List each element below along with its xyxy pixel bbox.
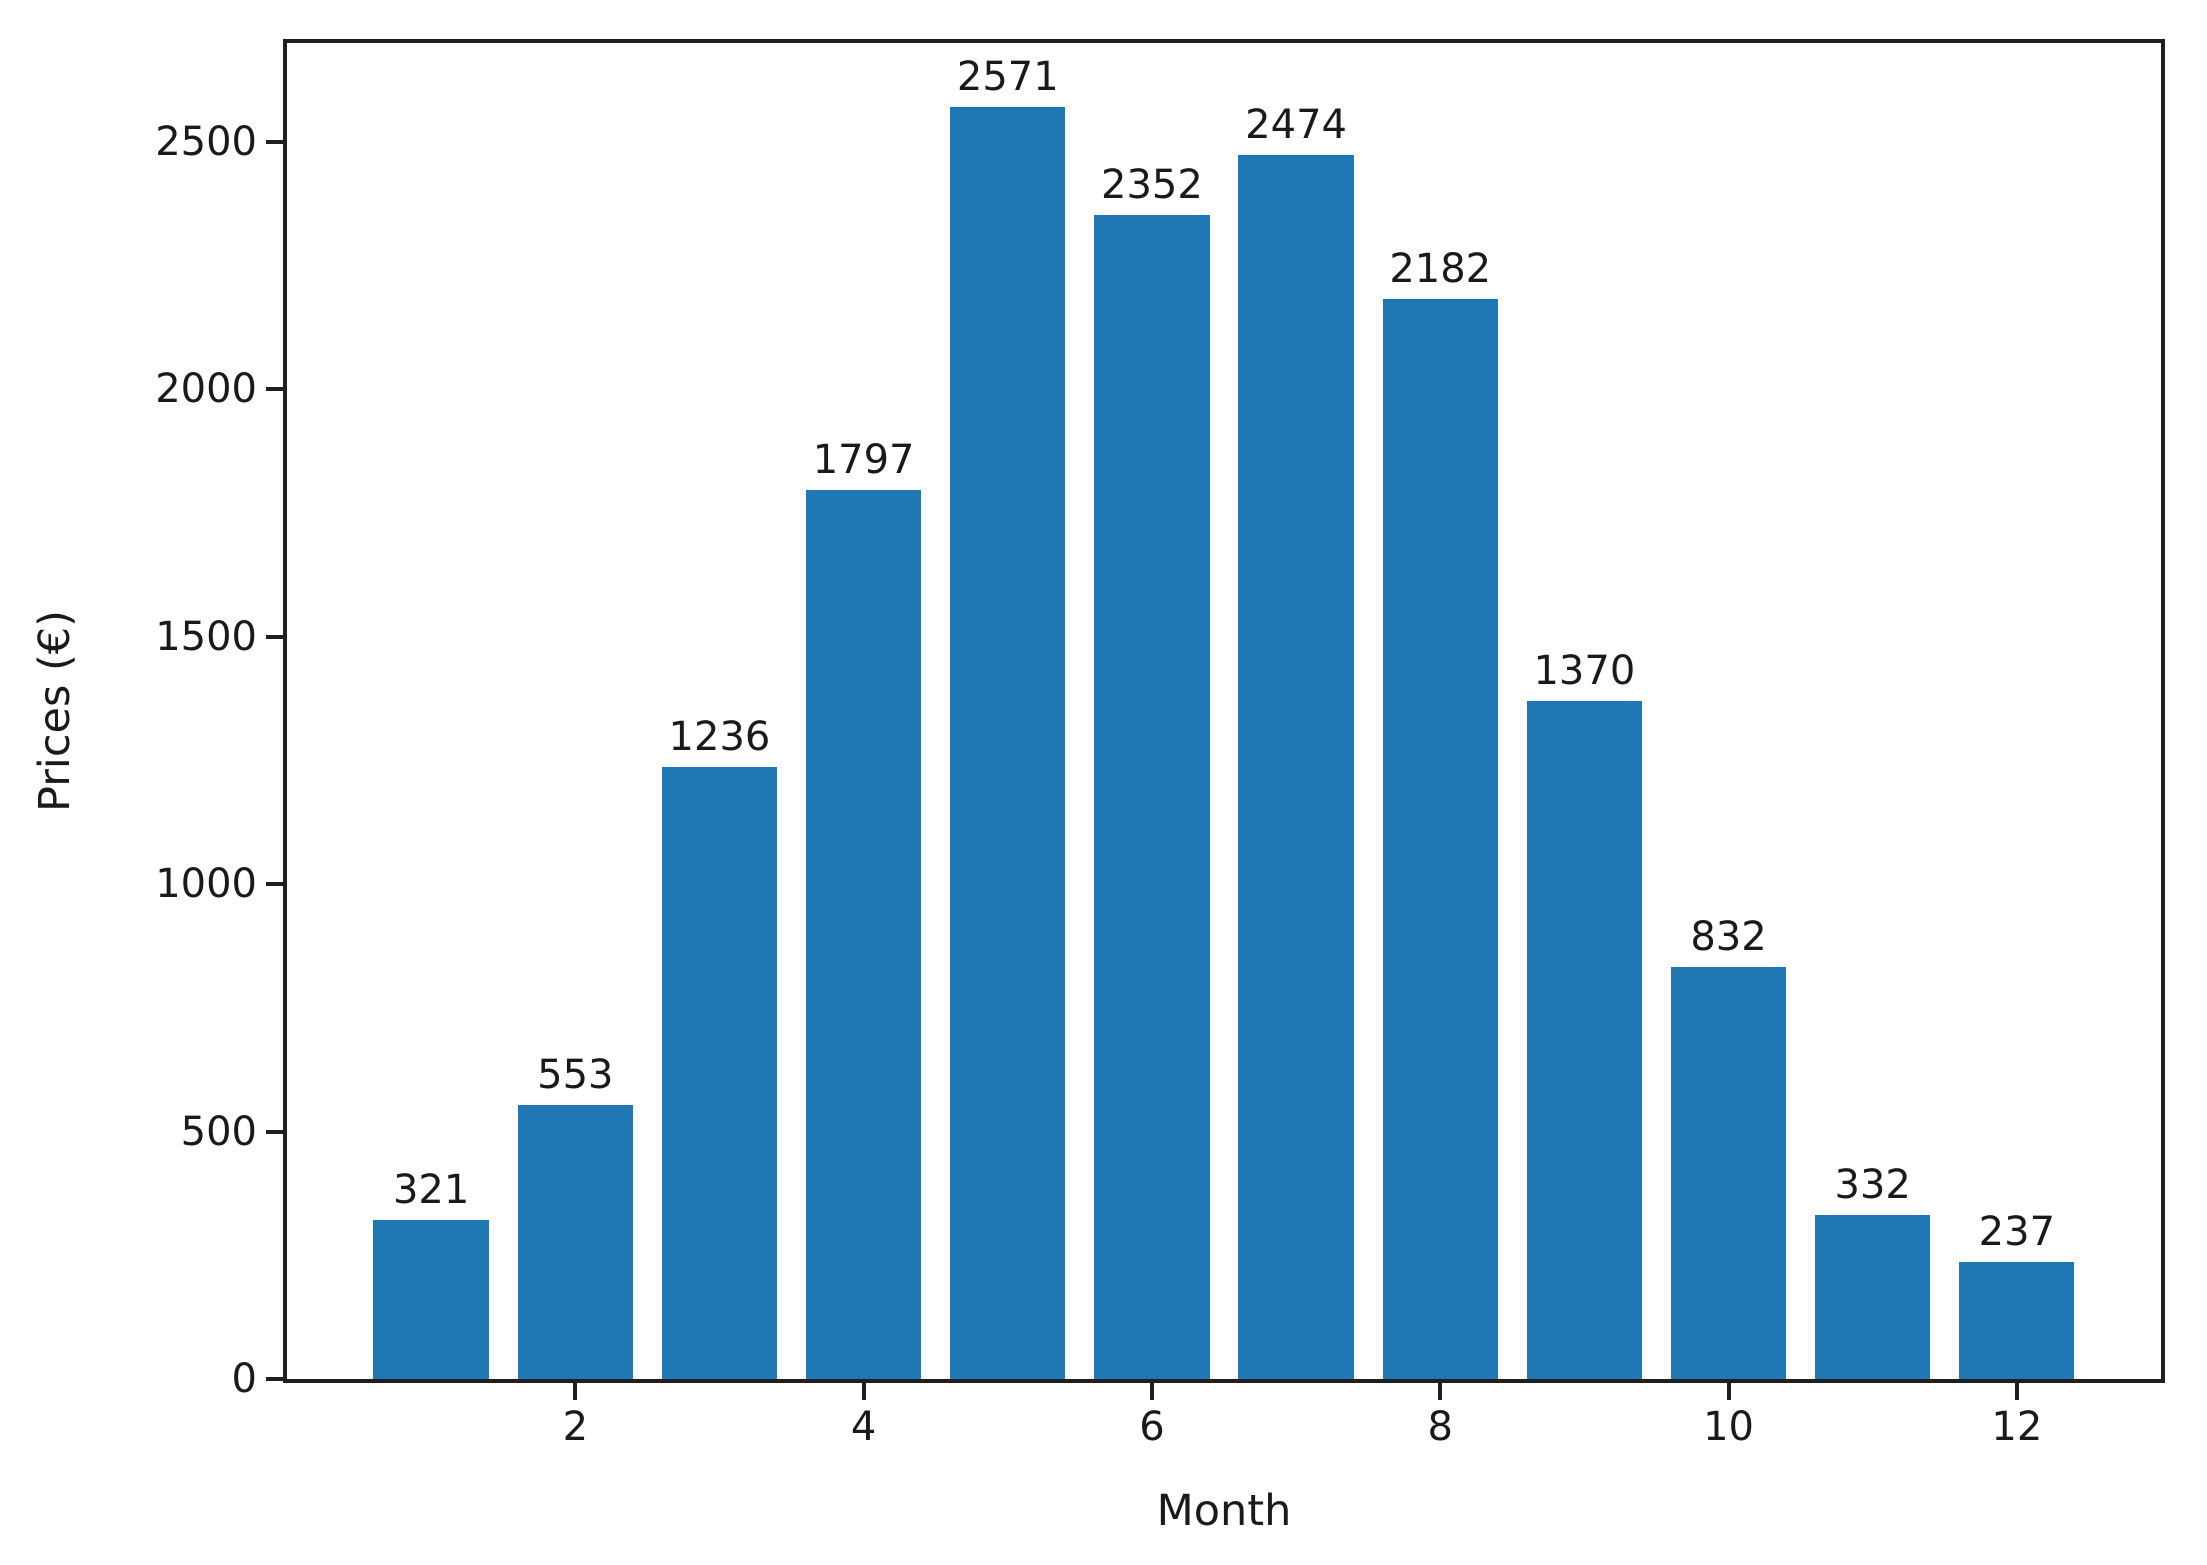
plot-area: 321 553 1236 1797 2571 2352 2474 2182 1370 832 332… [155, 39, 2165, 1447]
bar-month-8 [1382, 299, 1498, 1379]
bar-value-label: 2182 [1389, 246, 1492, 293]
bar-value-label: 2474 [1245, 101, 1347, 148]
bar-value-label: 1370 [1533, 648, 1636, 695]
y-tick-mark [266, 1129, 283, 1134]
bar-value-label: 1797 [812, 436, 915, 483]
y-tick-label: 2000 [155, 366, 257, 413]
y-tick-label: 0 [231, 1356, 257, 1402]
y-tick-label: 500 [180, 1108, 257, 1155]
bar-month-3 [661, 767, 778, 1379]
bar-value-label: 2571 [956, 53, 1059, 100]
bar-value-label: 237 [1978, 1208, 2056, 1255]
bar-month-11 [1815, 1214, 1931, 1379]
y-tick-mark [266, 139, 283, 144]
y-tick-mark [266, 387, 283, 392]
x-tick-label: 4 [850, 1404, 877, 1450]
bar-value-label: 2352 [1101, 162, 1203, 209]
y-tick-mark [266, 634, 283, 639]
x-tick-mark [1726, 1383, 1731, 1400]
y-tick-label: 2500 [155, 118, 257, 165]
y-tick-label: 1000 [155, 861, 257, 908]
bar-value-label: 1236 [668, 714, 771, 761]
x-tick-mark [1438, 1383, 1443, 1400]
bar-value-label: 553 [537, 1052, 614, 1099]
bar-month-5 [950, 106, 1066, 1379]
x-tick-label: 6 [1139, 1404, 1165, 1450]
x-tick-label: 10 [1703, 1404, 1754, 1450]
bar-month-1 [373, 1220, 489, 1379]
y-axis-label: Prices (€) [30, 610, 80, 812]
bar-month-4 [805, 489, 922, 1379]
bar-month-7 [1238, 154, 1354, 1379]
x-tick-label: 2 [562, 1404, 589, 1450]
x-axis-label: Month [1156, 1486, 1292, 1536]
y-tick-mark [266, 1377, 283, 1381]
x-tick-mark [2014, 1383, 2019, 1400]
x-tick-mark [861, 1383, 866, 1400]
y-tick-label: 1500 [155, 613, 257, 660]
bar-month-12 [1959, 1261, 2075, 1379]
bar-value-label: 321 [392, 1167, 470, 1214]
bar-value-label: 832 [1690, 914, 1767, 961]
x-tick-label: 12 [1991, 1404, 2043, 1450]
bar-month-9 [1526, 701, 1643, 1379]
x-tick-mark [573, 1383, 578, 1400]
bar-month-6 [1094, 215, 1210, 1379]
bar-month-10 [1670, 967, 1787, 1379]
bar-month-2 [517, 1105, 633, 1379]
x-tick-mark [1149, 1383, 1154, 1400]
bar-value-label: 332 [1834, 1161, 1911, 1208]
x-tick-label: 8 [1427, 1404, 1453, 1450]
y-tick-mark [266, 882, 283, 887]
